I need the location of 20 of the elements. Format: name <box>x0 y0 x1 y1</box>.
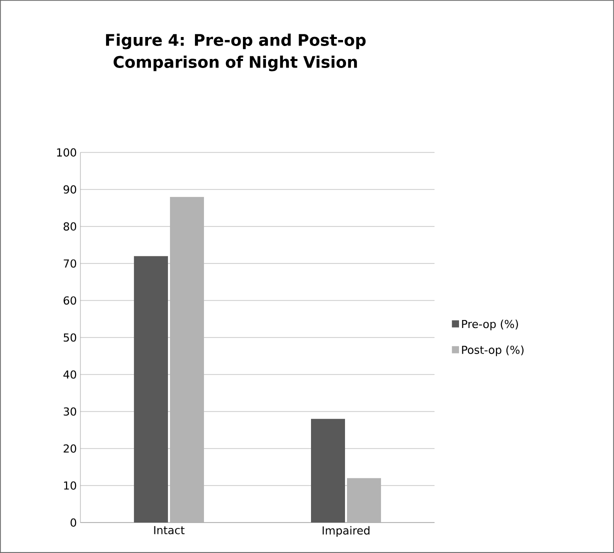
y-tick-label: 60 <box>64 296 76 305</box>
y-tick-label: 90 <box>64 185 76 194</box>
y-tick-label: 10 <box>64 481 76 490</box>
y-tick-label: 30 <box>64 407 76 416</box>
bar <box>347 478 382 523</box>
y-tick-label: 50 <box>64 333 76 342</box>
legend-label: Pre-op (%) <box>462 320 518 330</box>
y-tick-label: 70 <box>64 259 76 268</box>
bar <box>134 256 168 523</box>
legend-label: Post-op (%) <box>462 346 524 356</box>
y-tick-label: 20 <box>64 444 76 453</box>
x-tick-label: Intact <box>154 526 185 534</box>
chart-title: Figure 4: Pre-op and Post-op Comparison of Night Vision <box>106 34 366 72</box>
bar <box>311 418 346 523</box>
bar <box>170 196 204 523</box>
y-tick-label: 100 <box>57 148 76 157</box>
x-tick-label: Impaired <box>322 526 370 537</box>
y-tick-label: 0 <box>70 518 76 527</box>
y-tick-label: 40 <box>63 370 76 379</box>
y-tick-label: 80 <box>64 222 76 231</box>
